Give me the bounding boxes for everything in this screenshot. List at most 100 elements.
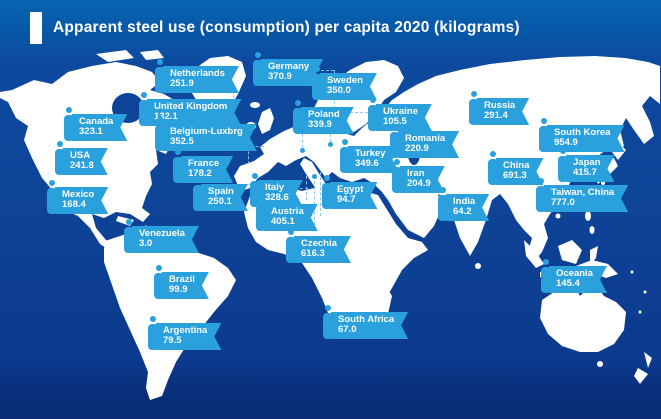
country-marker: Austria 405.1: [256, 197, 318, 231]
pin-dot-icon: [490, 151, 496, 157]
country-value: 168.4: [62, 199, 86, 210]
country-name: Romania: [405, 133, 446, 144]
map-pin-icon: [47, 180, 57, 214]
pin-pole-icon: [392, 167, 402, 193]
pin-dot-icon: [560, 148, 566, 154]
location-dot: [328, 142, 333, 147]
country-value: 105.5: [383, 116, 407, 127]
country-flag-label: China 691.3: [496, 158, 543, 185]
pin-pole-icon: [253, 60, 263, 86]
country-value: 220.9: [405, 143, 429, 154]
country-flag-label: Egypt 94.7: [330, 182, 377, 209]
pin-pole-icon: [293, 108, 303, 134]
connector-line: [320, 172, 321, 216]
country-marker: Venezuela 3.0: [124, 219, 199, 253]
map-pin-icon: [250, 173, 260, 207]
map-pin-icon: [293, 100, 303, 134]
pin-pole-icon: [250, 181, 260, 207]
country-marker: Spain 250.1: [193, 177, 248, 211]
country-value: 94.7: [337, 194, 356, 205]
pin-dot-icon: [471, 91, 477, 97]
country-name: United Kingdom: [154, 101, 228, 112]
country-value: 145.4: [556, 278, 580, 289]
pin-dot-icon: [150, 316, 156, 322]
country-flag-label: Brazil 99.9: [162, 272, 209, 299]
country-flag-label: United Kingdom 132.1: [147, 99, 241, 126]
country-marker: Russia 291.4: [469, 91, 529, 125]
map-pin-icon: [541, 259, 551, 293]
country-name: India: [453, 196, 476, 207]
map-pin-icon: [368, 97, 378, 131]
country-name: Turkey: [355, 148, 386, 159]
country-value: 178.2: [188, 168, 212, 179]
location-dot: [300, 148, 305, 153]
country-name: Germany: [268, 61, 310, 72]
connector-line: [302, 128, 303, 148]
country-name: China: [503, 160, 530, 171]
map-pin-icon: [155, 59, 165, 93]
land-hainan: [555, 213, 561, 219]
pin-dot-icon: [325, 305, 331, 311]
connector-line: [248, 142, 249, 164]
pin-dot-icon: [314, 66, 320, 72]
country-flag-label: Belgium-Luxbrg 352.5: [163, 124, 257, 151]
land-sri-lanka: [475, 263, 481, 269]
pin-dot-icon: [370, 97, 376, 103]
land-eurasia: [234, 56, 660, 262]
country-name: Sweden: [327, 75, 363, 86]
pin-dot-icon: [543, 259, 549, 265]
country-marker: France 178.2: [173, 149, 233, 183]
country-name: Poland: [308, 109, 340, 120]
country-flag-label: Japan 415.7: [566, 155, 614, 182]
pin-dot-icon: [157, 59, 163, 65]
country-name: South Africa: [338, 314, 395, 325]
pin-pole-icon: [312, 74, 322, 100]
country-flag-label: Oceania 145.4: [549, 266, 607, 293]
pin-dot-icon: [538, 178, 544, 184]
map-pin-icon: [390, 124, 400, 158]
pin-pole-icon: [124, 227, 134, 253]
pin-dot-icon: [258, 197, 264, 203]
pin-pole-icon: [536, 186, 546, 212]
country-name: Mexico: [62, 189, 95, 200]
country-value: 954.9: [554, 137, 578, 148]
pin-dot-icon: [66, 107, 72, 113]
connector-line: [294, 188, 314, 189]
country-flag-label: Italy 328.6: [258, 180, 303, 207]
country-value: 79.5: [163, 335, 182, 346]
pin-pole-icon: [155, 125, 165, 151]
country-flag-label: Canada 323.1: [72, 114, 127, 141]
pin-pole-icon: [438, 195, 448, 221]
country-name: Egypt: [337, 184, 364, 195]
country-value: 777.0: [551, 197, 575, 208]
country-marker: Poland 339.9: [293, 100, 354, 134]
country-flag-label: Iran 204.9: [400, 166, 445, 193]
country-name: Czechia: [301, 238, 337, 249]
map-pin-icon: [539, 118, 549, 152]
map-pin-icon: [322, 175, 332, 209]
country-value: 241.8: [70, 160, 94, 171]
country-flag-label: Austria 405.1: [264, 204, 318, 231]
map-pin-icon: [253, 52, 263, 86]
pin-pole-icon: [340, 147, 350, 173]
pin-dot-icon: [255, 52, 261, 58]
country-value: 64.2: [453, 206, 472, 217]
country-flag-label: Russia 291.4: [477, 98, 529, 125]
country-name: Brazil: [169, 274, 195, 285]
pin-dot-icon: [175, 149, 181, 155]
country-value: 132.1: [154, 111, 178, 122]
country-marker: Turkey 349.6: [340, 139, 399, 173]
map-pin-icon: [193, 177, 203, 211]
country-marker: South Korea 954.9: [539, 118, 624, 152]
country-name: Spain: [208, 186, 234, 197]
country-marker: Oceania 145.4: [541, 259, 607, 293]
pin-dot-icon: [252, 173, 258, 179]
connector-line: [240, 184, 256, 185]
map-pin-icon: [256, 197, 266, 231]
pin-pole-icon: [323, 313, 333, 339]
pin-pole-icon: [539, 126, 549, 152]
country-flag-label: USA 241.8: [63, 148, 108, 175]
pin-dot-icon: [295, 100, 301, 106]
land-iceland: [250, 102, 260, 108]
map-pin-icon: [438, 187, 448, 221]
